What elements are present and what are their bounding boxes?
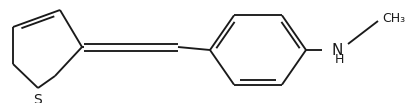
Text: H: H (334, 53, 344, 66)
Text: S: S (34, 93, 42, 103)
Text: N: N (331, 43, 343, 57)
Text: CH₃: CH₃ (382, 12, 405, 25)
